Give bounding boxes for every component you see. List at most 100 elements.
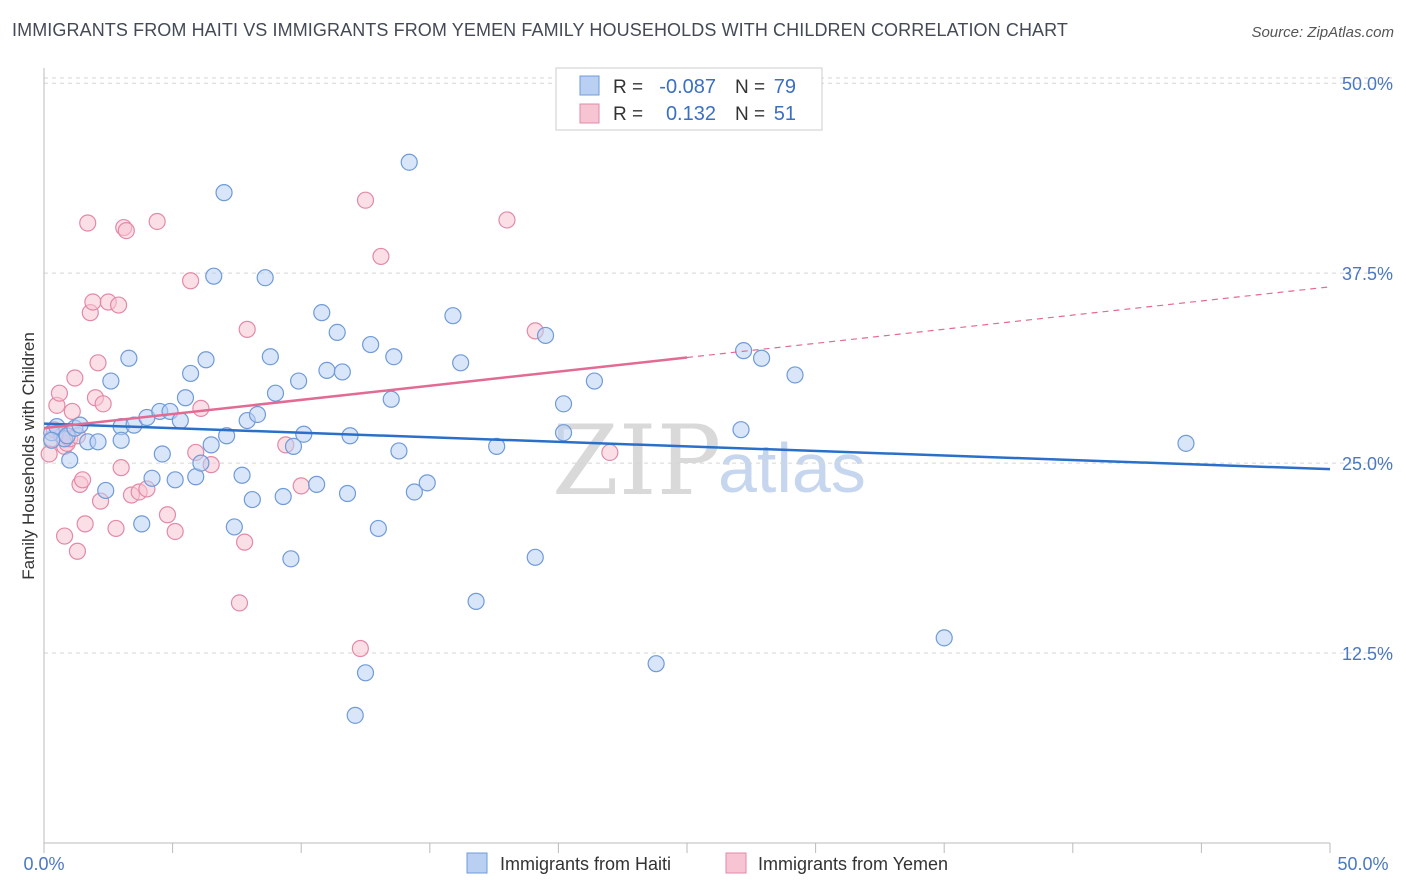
yemen-point bbox=[230, 594, 249, 612]
legend-swatch-haiti bbox=[579, 75, 600, 96]
yemen-point bbox=[182, 272, 200, 290]
haiti-point bbox=[261, 348, 279, 366]
haiti-point bbox=[526, 548, 544, 566]
haiti-point bbox=[333, 363, 351, 381]
haiti-point bbox=[369, 519, 387, 538]
haiti-point bbox=[43, 431, 61, 449]
haiti-point bbox=[176, 389, 195, 407]
haiti-point bbox=[266, 384, 285, 402]
yemen-point bbox=[55, 527, 74, 545]
haiti-point bbox=[197, 351, 215, 369]
yemen-point bbox=[79, 214, 97, 232]
yemen-point bbox=[50, 384, 69, 402]
yemen-point bbox=[112, 459, 130, 477]
haiti-point bbox=[786, 366, 804, 384]
yemen-point bbox=[66, 369, 84, 387]
legend-haiti-n-value: 79 bbox=[774, 76, 796, 98]
yemen-point bbox=[351, 639, 369, 658]
y-tick-label: 50.0% bbox=[1342, 74, 1393, 94]
legend-yemen-n-value: 51 bbox=[774, 103, 796, 125]
haiti-point bbox=[133, 515, 151, 533]
bottom-legend-swatch-haiti bbox=[466, 852, 488, 874]
haiti-point bbox=[585, 372, 604, 390]
legend-haiti-r-label: R = bbox=[613, 77, 643, 98]
trend-line-yemen bbox=[43, 356, 688, 430]
chart-source: Source: ZipAtlas.com bbox=[1251, 24, 1394, 41]
watermark-zip: ZIP bbox=[552, 405, 721, 517]
haiti-point bbox=[243, 490, 261, 509]
y-tick-label: 25.0% bbox=[1342, 454, 1393, 474]
haiti-point bbox=[346, 706, 364, 724]
yemen-point bbox=[76, 515, 94, 533]
yemen-point bbox=[63, 402, 81, 421]
haiti-point bbox=[166, 471, 184, 489]
haiti-point bbox=[382, 390, 400, 408]
haiti-point bbox=[192, 454, 210, 472]
y-tick-label: 37.5% bbox=[1342, 264, 1393, 284]
y-tick-label: 12.5% bbox=[1342, 644, 1393, 664]
legend-haiti-n-label: N = bbox=[735, 77, 765, 98]
yemen-point bbox=[166, 522, 184, 541]
bottom-legend-swatch-yemen bbox=[725, 852, 747, 874]
x-ticks bbox=[43, 843, 1331, 853]
haiti-point bbox=[282, 550, 300, 568]
yemen-point bbox=[73, 471, 92, 489]
yemen-point bbox=[94, 395, 112, 413]
yemen-point bbox=[292, 477, 310, 495]
yemen-point bbox=[356, 191, 375, 209]
chart-title: IMMIGRANTS FROM HAITI VS IMMIGRANTS FROM… bbox=[12, 20, 1069, 40]
yemen-point bbox=[372, 247, 390, 266]
haiti-point bbox=[400, 153, 418, 171]
yemen-point bbox=[601, 443, 619, 462]
haiti-point bbox=[356, 664, 375, 682]
yemen-point bbox=[107, 519, 125, 538]
yemen-point bbox=[84, 293, 102, 311]
haiti-point bbox=[328, 323, 346, 342]
legend-swatch-yemen bbox=[579, 103, 600, 124]
haiti-point bbox=[102, 372, 120, 390]
haiti-point bbox=[732, 421, 750, 439]
haiti-point bbox=[290, 372, 308, 390]
yemen-point bbox=[158, 506, 177, 524]
haiti-point bbox=[256, 269, 274, 287]
haiti-point bbox=[308, 475, 326, 493]
haiti-point bbox=[313, 304, 331, 322]
haiti-point bbox=[182, 364, 200, 383]
haiti-point bbox=[215, 184, 233, 202]
haiti-point bbox=[218, 427, 236, 445]
haiti-point bbox=[390, 442, 408, 460]
legend-box bbox=[555, 67, 823, 131]
yemen-point bbox=[117, 221, 135, 240]
bottom-legend-label-yemen: Immigrants from Yemen bbox=[758, 854, 948, 874]
yemen-point bbox=[68, 542, 87, 560]
haiti-point bbox=[935, 629, 953, 647]
haiti-point bbox=[120, 349, 138, 367]
haiti-point bbox=[647, 655, 665, 673]
y-tick-labels: 12.5% 25.0% 37.5% 50.0% bbox=[1342, 74, 1393, 664]
legend-yemen-r-label: R = bbox=[613, 104, 643, 125]
legend-yemen-r-value: 0.132 bbox=[666, 103, 716, 125]
watermark-atlas: atlas bbox=[718, 429, 866, 507]
haiti-point bbox=[752, 349, 771, 367]
haiti-point bbox=[318, 361, 336, 380]
yemen-point bbox=[238, 320, 256, 338]
haiti-point bbox=[61, 451, 79, 469]
haiti-point bbox=[467, 592, 485, 610]
yemen-point bbox=[192, 399, 210, 417]
haiti-point bbox=[362, 335, 380, 354]
haiti-point bbox=[488, 437, 506, 455]
trend-line-yemen-extrapolated bbox=[686, 286, 1331, 359]
haiti-point bbox=[338, 484, 357, 503]
legend: R = -0.087 N = 79 R = 0.132 N = 51 bbox=[555, 67, 823, 131]
y-axis-title: Family Households with Children bbox=[19, 332, 38, 580]
yemen-point bbox=[89, 354, 107, 372]
x-tick-label-max: 50.0% bbox=[1337, 854, 1388, 874]
haiti-point bbox=[233, 466, 251, 484]
legend-haiti-r-value: -0.087 bbox=[659, 76, 716, 98]
haiti-point bbox=[274, 487, 292, 506]
legend-yemen-n-label: N = bbox=[735, 104, 765, 125]
haiti-point bbox=[385, 348, 403, 366]
haiti-point bbox=[153, 445, 171, 463]
x-tick-label-min: 0.0% bbox=[23, 854, 64, 874]
